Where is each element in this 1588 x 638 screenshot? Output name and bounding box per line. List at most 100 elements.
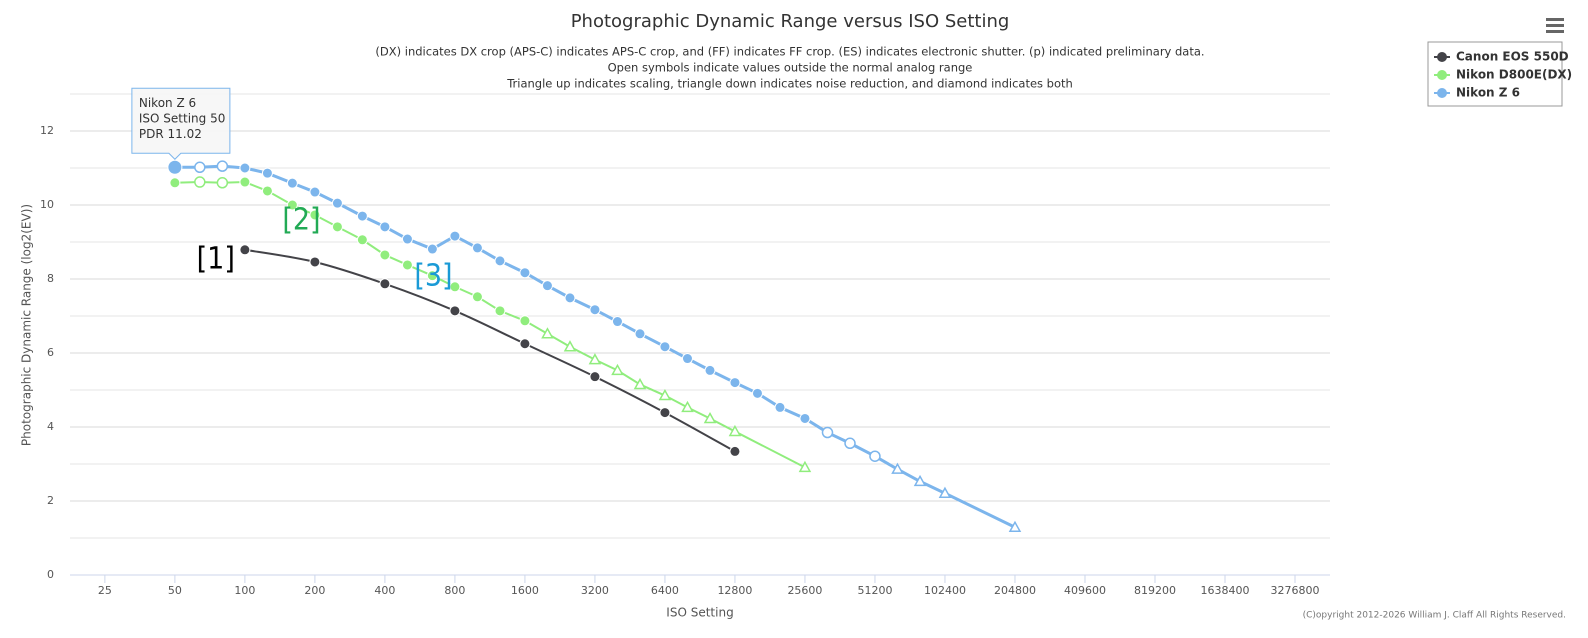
chart-title: Photographic Dynamic Range versus ISO Se… (571, 11, 1010, 32)
x-tick-label: 400 (374, 584, 395, 597)
point-marker (494, 305, 506, 317)
point-marker (356, 234, 368, 246)
y-tick-label: 12 (40, 124, 54, 137)
point-marker (659, 407, 671, 419)
x-tick-label: 3276800 (1270, 584, 1319, 597)
point-marker (331, 197, 343, 209)
point-marker (703, 411, 717, 424)
point-marker (239, 162, 251, 174)
point-marker (633, 377, 647, 390)
tooltip-text: ISO Setting 50 (139, 111, 225, 125)
point-marker (286, 199, 298, 211)
point-marker (588, 353, 602, 365)
subtitle: Triangle up indicates scaling, triangle … (506, 77, 1073, 91)
menu-button[interactable] (1546, 18, 1564, 33)
x-tick-label: 51200 (857, 584, 892, 597)
y-tick-label: 10 (40, 198, 54, 211)
x-tick-label: 100 (234, 584, 255, 597)
point-marker (634, 328, 646, 340)
point-marker (309, 209, 321, 221)
tooltip-text: PDR 11.02 (139, 127, 202, 141)
point-marker (216, 177, 229, 189)
y-tick-label: 4 (47, 420, 54, 433)
tooltip-text: Nikon Z 6 (139, 96, 196, 110)
point-marker (704, 364, 716, 376)
point-marker (821, 426, 834, 439)
credit: (C)opyright 2012-2026 William J. Claff A… (1303, 611, 1566, 621)
point-marker (261, 185, 273, 197)
point-marker (194, 161, 206, 174)
annotation: [1] (197, 241, 235, 276)
point-marker (564, 292, 576, 304)
annotation: [2] (282, 203, 320, 238)
point-marker (216, 160, 229, 172)
point-marker (426, 243, 438, 255)
point-marker (938, 486, 952, 498)
x-tick-label: 200 (304, 584, 325, 597)
x-tick-label: 102400 (924, 584, 966, 597)
x-tick-label: 409600 (1064, 584, 1106, 597)
point-marker (659, 341, 671, 353)
point-marker (869, 450, 881, 462)
point-marker (309, 186, 321, 198)
series-line (244, 248, 736, 453)
x-tick-label: 800 (444, 584, 465, 597)
point-marker (379, 249, 391, 261)
point-marker (519, 267, 531, 279)
point-marker (239, 176, 251, 188)
point-marker (169, 177, 181, 189)
point-marker (681, 400, 694, 413)
y-tick-label: 2 (47, 494, 54, 507)
point-marker (611, 363, 624, 376)
annotation: [3] (414, 259, 452, 294)
legend-box (1427, 41, 1563, 107)
point-marker (331, 221, 343, 233)
legend-marker (1437, 88, 1447, 98)
x-tick-label: 204800 (994, 584, 1036, 597)
point-marker (356, 210, 368, 222)
y-tick-label: 8 (47, 272, 54, 285)
point-marker (798, 460, 812, 473)
point-marker (379, 221, 391, 233)
point-marker (167, 159, 183, 175)
point-marker (239, 244, 251, 256)
x-axis-label: ISO Setting (666, 606, 733, 620)
x-tick-label: 12800 (717, 584, 752, 597)
point-marker (751, 387, 763, 399)
point-marker (774, 401, 786, 413)
point-marker (471, 291, 483, 303)
x-tick-label: 819200 (1134, 584, 1176, 597)
point-marker (658, 389, 672, 401)
point-marker (541, 327, 554, 339)
point-marker (309, 256, 321, 268)
point-marker (379, 278, 391, 290)
x-tick-label: 25600 (787, 584, 822, 597)
y-tick-label: 0 (47, 568, 54, 581)
legend-label: Nikon D800E(DX) (1456, 68, 1572, 82)
point-marker (913, 474, 927, 487)
point-marker (541, 280, 553, 292)
point-marker (519, 315, 531, 327)
point-marker (799, 412, 811, 424)
legend-label: Nikon Z 6 (1456, 86, 1520, 100)
point-marker (728, 424, 742, 437)
point-marker (844, 437, 856, 450)
tooltip-box (131, 87, 231, 160)
legend-marker (1437, 52, 1447, 62)
point-marker (891, 462, 904, 474)
point-marker (611, 316, 623, 328)
x-tick-label: 50 (168, 584, 182, 597)
point-marker (286, 177, 298, 189)
point-marker (494, 255, 506, 267)
series-line (174, 181, 806, 469)
point-marker (729, 445, 741, 457)
point-marker (401, 259, 413, 271)
x-tick-label: 1600 (511, 584, 539, 597)
point-marker (563, 340, 577, 352)
y-axis-label: Photographic Dynamic Range (log2(EV)) (20, 204, 34, 446)
subtitle: Open symbols indicate values outside the… (608, 61, 973, 75)
point-marker (519, 338, 531, 350)
x-tick-label: 1638400 (1200, 584, 1249, 597)
point-marker (449, 281, 461, 293)
